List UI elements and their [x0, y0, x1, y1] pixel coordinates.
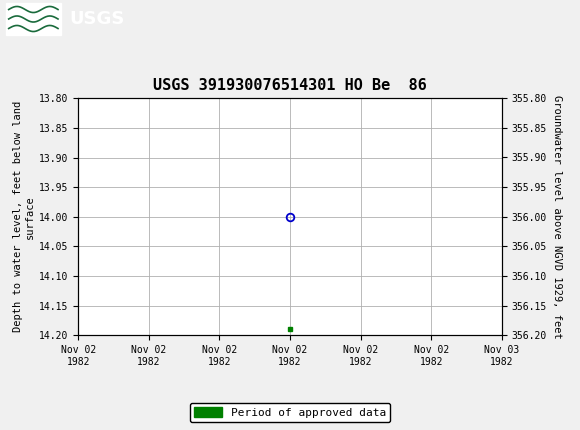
Legend: Period of approved data: Period of approved data: [190, 403, 390, 422]
Text: USGS: USGS: [70, 10, 125, 28]
Title: USGS 391930076514301 HO Be  86: USGS 391930076514301 HO Be 86: [153, 78, 427, 93]
Y-axis label: Depth to water level, feet below land
surface: Depth to water level, feet below land su…: [13, 101, 35, 332]
FancyBboxPatch shape: [6, 3, 61, 35]
Y-axis label: Groundwater level above NGVD 1929, feet: Groundwater level above NGVD 1929, feet: [552, 95, 562, 339]
